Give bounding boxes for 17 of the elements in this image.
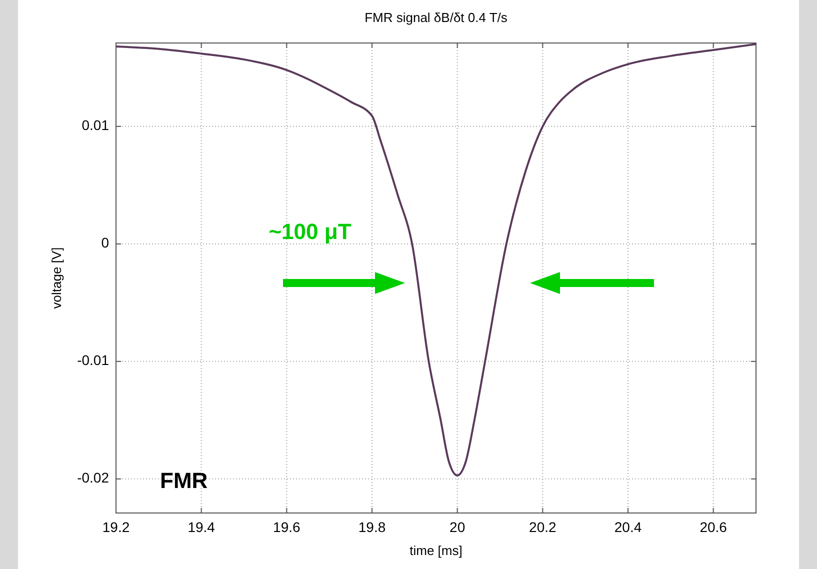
y-tick-label: -0.02: [77, 470, 110, 486]
x-tick-label: 20.4: [614, 519, 642, 535]
x-tick-label: 20: [450, 519, 466, 535]
y-tick-label: 0.01: [82, 117, 110, 134]
x-tick-label: 19.4: [188, 519, 216, 535]
x-tick-label: 19.2: [102, 519, 130, 535]
x-tick-label: 20.2: [529, 519, 557, 535]
chart-title: FMR signal δB/δt 0.4 T/s: [364, 10, 508, 25]
y-axis-title: voltage [V]: [49, 247, 64, 309]
y-tick-label: -0.01: [77, 352, 110, 368]
x-tick-label: 19.6: [273, 519, 301, 535]
y-tick-label: 0: [101, 234, 110, 251]
annotation: ~100 μT: [268, 219, 352, 244]
x-axis-title: time [ms]: [410, 543, 462, 558]
x-tick-label: 19.8: [358, 519, 386, 535]
x-tick-label: 20.6: [700, 519, 728, 535]
annotation: FMR: [160, 468, 208, 493]
